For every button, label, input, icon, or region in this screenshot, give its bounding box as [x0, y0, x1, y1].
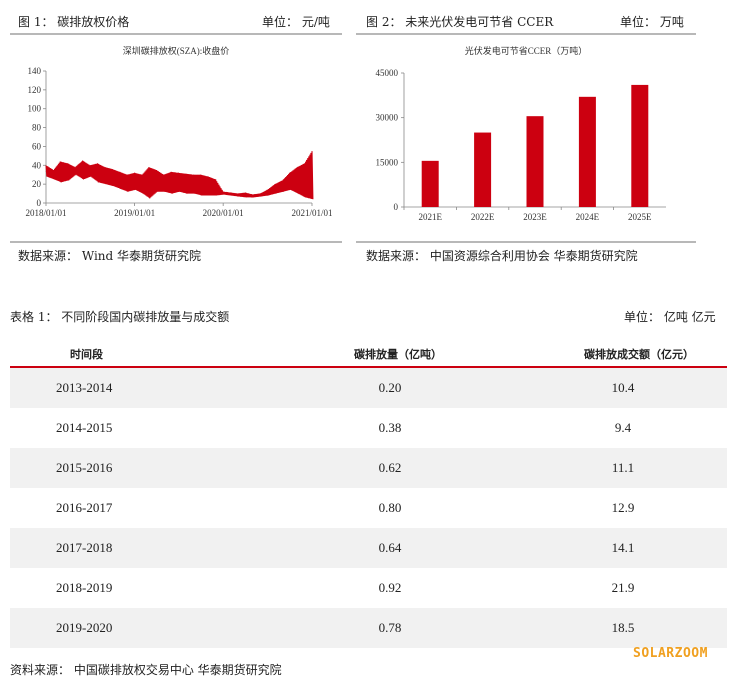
chart1-ytick-label: 120	[28, 85, 42, 95]
table-cell-turnover: 10.4	[611, 380, 635, 395]
table-cell-period: 2016-2017	[56, 500, 113, 515]
table-row: 2019-2020 0.78 18.5	[10, 608, 727, 648]
table-cell-period: 2013-2014	[56, 380, 113, 395]
chart2-bar	[631, 84, 649, 207]
table-header-period: 时间段	[70, 348, 103, 361]
table-cell-emissions: 0.64	[378, 540, 402, 555]
chart1-ytick-label: 0	[37, 198, 42, 208]
table-cell-emissions: 0.38	[378, 420, 402, 435]
figure1-unit: 单位： 元/吨	[262, 15, 330, 29]
table-cell-turnover: 21.9	[611, 580, 635, 595]
chart1-price-line	[45, 169, 313, 197]
table-cell-turnover: 11.1	[611, 460, 635, 475]
table-cell-emissions: 0.92	[378, 580, 402, 595]
chart1-ytick-label: 20	[32, 179, 42, 189]
solarzoom-watermark: SOLARZOOM	[633, 646, 708, 661]
table-cell-emissions: 0.80	[378, 500, 402, 515]
figure1-top-rule	[10, 33, 342, 35]
figure2-heading: 图 2： 未来光伏发电可节省 CCER	[366, 15, 554, 29]
table-row: 2013-2014 0.20 10.4	[10, 368, 727, 408]
table-header-rule	[10, 366, 727, 368]
table-cell-period: 2015-2016	[56, 460, 113, 475]
table-row: 2017-2018 0.64 14.1	[10, 528, 727, 568]
figure1-bottom-rule	[10, 241, 342, 243]
chart2-ytick-label: 0	[394, 202, 399, 212]
table-row: 2015-2016 0.62 11.1	[10, 448, 727, 488]
ccer-bar-chart: 光伏发电可节省CCER（万吨） 45000 30000 15000 0 2021E 20…	[376, 45, 666, 222]
chart1-ytick-label: 80	[32, 123, 42, 133]
carbon-price-chart: 深圳碳排放权(SZA):收盘价 140 120 100 80 60 40 20 0 2018/…	[25, 45, 332, 218]
table1-source: 资料来源： 中国碳排放权交易中心 华泰期货研究院	[10, 663, 282, 677]
chart2-bar	[578, 96, 596, 207]
chart2-xtick-label: 2024E	[576, 212, 600, 222]
table-cell-period: 2014-2015	[56, 420, 113, 435]
table-cell-turnover: 12.9	[611, 500, 635, 515]
chart1-ytick-label: 40	[32, 160, 42, 170]
figure2-unit: 单位： 万吨	[620, 15, 684, 29]
figure2-top-rule	[356, 33, 696, 35]
chart1-xtick-label: 2019/01/01	[114, 208, 155, 218]
table-header-turnover: 碳排放成交额（亿元）	[584, 348, 694, 361]
table-cell-period: 2018-2019	[56, 580, 113, 595]
table-cell-turnover: 18.5	[611, 620, 635, 635]
chart1-xtick-label: 2021/01/01	[291, 208, 332, 218]
table-row: 2016-2017 0.80 12.9	[10, 488, 727, 528]
table-cell-turnover: 14.1	[611, 540, 635, 555]
table-cell-period: 2017-2018	[56, 540, 113, 555]
table-row: 2018-2019 0.92 21.9	[10, 568, 727, 608]
table-cell-emissions: 0.20	[378, 380, 402, 395]
chart2-bar	[526, 116, 544, 207]
table-cell-emissions: 0.78	[378, 620, 402, 635]
figure1-heading: 图 1： 碳排放权价格	[18, 15, 130, 29]
chart2-xtick-label: 2023E	[523, 212, 547, 222]
chart2-xtick-label: 2021E	[418, 212, 442, 222]
table1-heading: 表格 1： 不同阶段国内碳排放量与成交额	[10, 310, 230, 324]
table-cell-period: 2019-2020	[56, 620, 113, 635]
chart1-ytick-label: 60	[32, 141, 42, 151]
chart2-ytick-label: 30000	[376, 113, 399, 123]
chart2-ytick-label: 45000	[376, 68, 399, 78]
chart2-bar	[474, 132, 492, 207]
figure2-bottom-rule	[356, 241, 696, 243]
carbon-trade-table: 时间段 碳排放量（亿吨） 碳排放成交额（亿元） 2013-2014 0.20 1…	[10, 340, 727, 650]
chart2-ytick-label: 15000	[376, 157, 399, 167]
chart1-ytick-label: 140	[28, 66, 42, 76]
chart2-title: 光伏发电可节省CCER（万吨）	[465, 45, 588, 56]
table-cell-turnover: 9.4	[614, 420, 632, 435]
chart1-title: 深圳碳排放权(SZA):收盘价	[123, 45, 230, 56]
chart2-xtick-label: 2022E	[471, 212, 495, 222]
table1-unit: 单位： 亿吨 亿元	[624, 310, 716, 324]
chart1-xtick-label: 2018/01/01	[25, 208, 66, 218]
chart2-xtick-label: 2025E	[628, 212, 652, 222]
table-cell-emissions: 0.62	[378, 460, 402, 475]
figure2-source: 数据来源： 中国资源综合利用协会 华泰期货研究院	[366, 249, 638, 263]
table-row: 2014-2015 0.38 9.4	[10, 408, 727, 448]
chart2-bar	[421, 160, 439, 207]
table-header-row: 时间段 碳排放量（亿吨） 碳排放成交额（亿元）	[10, 340, 727, 368]
chart1-xtick-label: 2020/01/01	[203, 208, 244, 218]
figure1-source: 数据来源： Wind 华泰期货研究院	[18, 249, 202, 263]
table-header-emissions: 碳排放量（亿吨）	[354, 348, 442, 361]
chart1-ytick-label: 100	[28, 104, 42, 114]
